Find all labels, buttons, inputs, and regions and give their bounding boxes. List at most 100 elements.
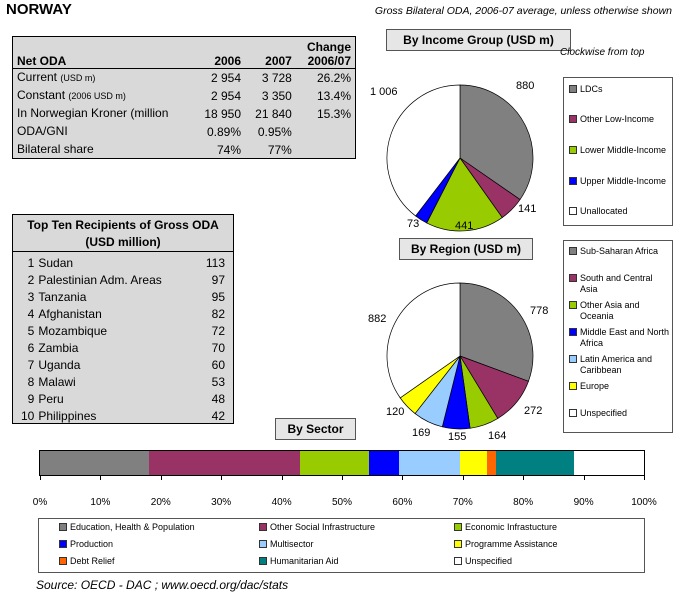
net-oda-value-2006: 2 954 xyxy=(211,70,242,85)
net-oda-row-label: ODA/GNI xyxy=(13,123,194,141)
legend-swatch xyxy=(569,177,577,185)
top-ten-row: 9 Peru 48 xyxy=(19,391,227,408)
legend-swatch xyxy=(569,247,577,255)
top-ten-value: 48 xyxy=(211,392,225,406)
legend-swatch xyxy=(259,523,267,531)
net-oda-change: 15.3% xyxy=(316,106,351,121)
legend-swatch xyxy=(59,523,67,531)
top-ten-panel: Top Ten Recipients of Gross ODA (USD mil… xyxy=(12,214,234,424)
top-ten-recipient: Palestinian Adm. Areas xyxy=(38,273,162,287)
top-ten-title: Top Ten Recipients of Gross ODA (USD mil… xyxy=(13,215,233,252)
legend-label: Lower Middle-Income xyxy=(580,145,667,155)
top-ten-rank: 6 xyxy=(27,341,35,355)
legend-label: Europe xyxy=(580,381,610,391)
pie-data-label: 164 xyxy=(488,430,507,442)
pie-data-label: 155 xyxy=(448,431,467,443)
sector-segment-production xyxy=(369,451,400,475)
net-oda-row: ODA/GNI 0.89% 0.95% xyxy=(13,123,355,141)
net-oda-unit-note: (2006 USD m) xyxy=(68,91,126,101)
legend-label: Other Asia and Oceania xyxy=(580,300,640,321)
top-ten-rank: 9 xyxy=(27,392,35,406)
legend-swatch xyxy=(259,540,267,548)
legend-label: Humanitarian Aid xyxy=(270,556,339,566)
top-ten-value: 42 xyxy=(211,409,225,423)
x-tick-label: 30% xyxy=(211,497,232,508)
pie-data-label: 141 xyxy=(518,203,537,215)
sector-segment-debt-relief xyxy=(486,451,496,475)
legend-swatch xyxy=(569,115,577,123)
legend-swatch xyxy=(569,274,577,282)
country-title: NORWAY xyxy=(6,1,72,18)
net-oda-unit-note: (USD m) xyxy=(60,73,96,83)
top-ten-recipient: Tanzania xyxy=(38,290,87,304)
net-oda-header-2007: 2007 xyxy=(245,37,296,69)
x-tick-mark xyxy=(221,476,223,480)
sector-segment-programme-assistance xyxy=(459,451,487,475)
net-oda-label-text: Current xyxy=(17,70,58,84)
x-tick-mark xyxy=(402,476,404,480)
top-ten-row: 6 Zambia 70 xyxy=(19,340,227,357)
legend-swatch xyxy=(454,523,462,531)
top-ten-rank: 1 xyxy=(27,256,35,270)
sector-segment-education-health-population xyxy=(40,451,149,475)
pie-data-label: 880 xyxy=(516,80,535,92)
legend-label: LDCs xyxy=(580,84,603,94)
x-tick-label: 50% xyxy=(331,497,353,508)
legend-label: Programme Assistance xyxy=(465,539,558,549)
clockwise-note: Clockwise from top xyxy=(560,47,645,58)
pie-slice-unspecified xyxy=(386,282,461,399)
pie-data-label: 1 006 xyxy=(370,86,398,98)
net-oda-label-text: Constant xyxy=(17,88,66,102)
pie-data-label: 882 xyxy=(368,313,387,325)
net-oda-header-change-l2: 2006/07 xyxy=(307,54,351,68)
sector-segment-unspecified xyxy=(574,451,644,475)
x-tick-mark xyxy=(40,476,41,480)
x-tick-mark xyxy=(523,476,525,480)
top-ten-recipient: Malawi xyxy=(38,375,76,389)
pie-data-label: 441 xyxy=(455,220,474,232)
net-oda-row: Constant (2006 USD m) 2 954 3 350 13.4% xyxy=(13,87,355,105)
net-oda-value-2007: 3 728 xyxy=(261,70,292,85)
legend-label: Middle East and North Africa xyxy=(580,327,670,348)
top-ten-row: 5 Mozambique 72 xyxy=(19,323,227,340)
net-oda-row-label: Bilateral share xyxy=(13,141,194,159)
net-oda-value-2007: 21 840 xyxy=(255,106,292,121)
x-tick-mark xyxy=(100,476,102,480)
net-oda-value-2006: 18 950 xyxy=(204,106,242,121)
x-tick-mark xyxy=(583,476,585,480)
sector-segment-other-social-infrastructure xyxy=(148,451,300,475)
legend-swatch xyxy=(569,207,577,215)
net-oda-header-row: Net ODA 2006 2007 Change 2006/07 xyxy=(13,37,355,69)
x-tick-label: 10% xyxy=(90,497,111,508)
top-ten-value: 70 xyxy=(211,341,225,355)
top-ten-table: 1 Sudan 113 2 Palestinian Adm. Areas 97 3 Tanza… xyxy=(19,255,227,425)
net-oda-value-2007: 0.95% xyxy=(257,124,292,139)
pie-slice-ldcs xyxy=(459,84,534,201)
net-oda-label-text: In Norwegian Kroner (million xyxy=(17,106,169,120)
net-oda-panel: Net ODA 2006 2007 Change 2006/07 Current… xyxy=(12,36,356,159)
net-oda-change: 13.4% xyxy=(316,88,351,103)
legend-swatch xyxy=(454,540,462,548)
legend-label: Multisector xyxy=(270,539,314,549)
top-ten-recipient: Peru xyxy=(38,392,64,406)
top-ten-row: 1 Sudan 113 xyxy=(19,255,227,272)
legend-label: Production xyxy=(70,539,114,549)
x-tick-mark xyxy=(281,476,283,480)
top-ten-row: 8 Malawi 53 xyxy=(19,374,227,391)
top-ten-recipient: Afghanistan xyxy=(38,307,102,321)
net-oda-value-2007: 77% xyxy=(267,142,292,157)
top-ten-recipient: Mozambique xyxy=(38,324,108,338)
legend-label: Sub-Saharan Africa xyxy=(580,246,659,256)
top-ten-rank: 10 xyxy=(21,409,35,423)
legend-swatch xyxy=(569,382,577,390)
pie-data-label: 778 xyxy=(530,305,549,317)
legend-swatch xyxy=(454,557,462,565)
legend-label: Unallocated xyxy=(580,206,628,216)
top-ten-value: 97 xyxy=(211,273,225,287)
net-oda-row: Bilateral share 74% 77% xyxy=(13,141,355,159)
top-ten-recipient: Uganda xyxy=(38,358,81,372)
x-tick-mark xyxy=(644,476,645,480)
top-ten-row: 7 Uganda 60 xyxy=(19,357,227,374)
legend-label: Other Social Infrastructure xyxy=(270,522,376,532)
pie-data-label: 73 xyxy=(407,218,420,230)
